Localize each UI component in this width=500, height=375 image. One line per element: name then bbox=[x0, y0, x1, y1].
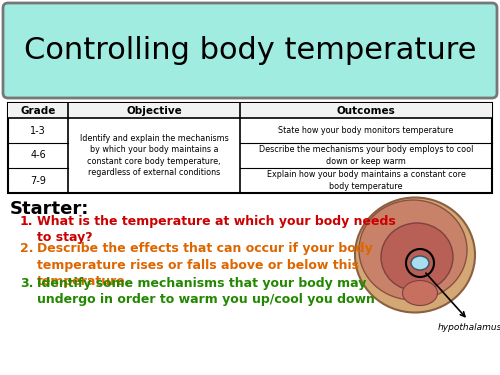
Ellipse shape bbox=[381, 223, 453, 291]
Bar bbox=[8, 103, 492, 193]
Text: hypothalamus: hypothalamus bbox=[438, 323, 500, 332]
Text: Explain how your body maintains a constant core
body temperature: Explain how your body maintains a consta… bbox=[266, 171, 466, 190]
Text: Describe the effects that can occur if your body
temperature rises or falls abov: Describe the effects that can occur if y… bbox=[37, 242, 373, 288]
Text: 1.: 1. bbox=[20, 215, 34, 228]
Text: State how your body monitors temperature: State how your body monitors temperature bbox=[278, 126, 454, 135]
Text: 7-9: 7-9 bbox=[30, 176, 46, 186]
Text: What is the temperature at which your body needs
to stay?: What is the temperature at which your bo… bbox=[37, 215, 396, 244]
Text: Outcomes: Outcomes bbox=[336, 105, 396, 116]
Ellipse shape bbox=[359, 200, 467, 300]
Ellipse shape bbox=[411, 256, 429, 270]
Text: Describe the mechanisms your body employs to cool
down or keep warm: Describe the mechanisms your body employ… bbox=[259, 146, 473, 165]
FancyBboxPatch shape bbox=[3, 3, 497, 98]
Text: Controlling body temperature: Controlling body temperature bbox=[24, 36, 476, 65]
Text: 2.: 2. bbox=[20, 242, 34, 255]
Bar bbox=[8, 103, 492, 118]
Text: Starter:: Starter: bbox=[10, 200, 90, 218]
Text: Objective: Objective bbox=[126, 105, 182, 116]
Ellipse shape bbox=[355, 198, 475, 312]
Text: 4-6: 4-6 bbox=[30, 150, 46, 160]
Ellipse shape bbox=[402, 280, 438, 306]
Text: Identify some mechanisms that your body may
undergo in order to warm you up/cool: Identify some mechanisms that your body … bbox=[37, 277, 375, 306]
Text: 1-3: 1-3 bbox=[30, 126, 46, 135]
Text: 3.: 3. bbox=[20, 277, 34, 290]
Text: Identify and explain the mechanisms
by which your body maintains a
constant core: Identify and explain the mechanisms by w… bbox=[80, 134, 229, 177]
Text: Grade: Grade bbox=[20, 105, 56, 116]
